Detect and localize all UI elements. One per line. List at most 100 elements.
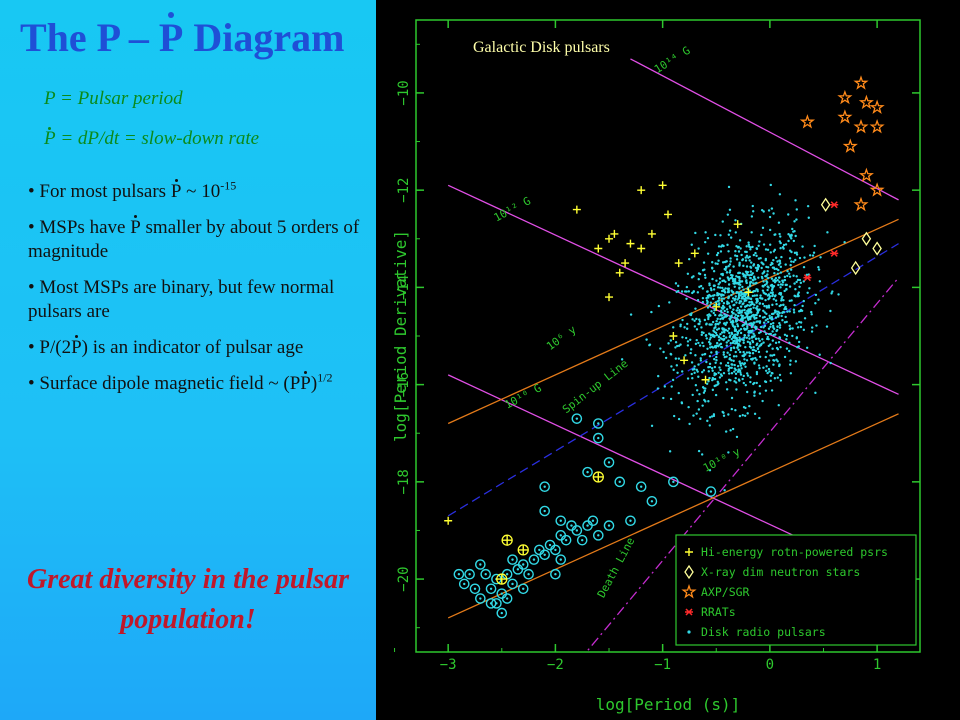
pdot-symbol: P	[170, 179, 182, 202]
radio-pulsar-point	[730, 300, 734, 303]
radio-pulsar-point	[793, 220, 796, 223]
diamond-marker	[850, 260, 861, 276]
radio-pulsar-point	[753, 394, 756, 397]
radio-pulsar-point	[742, 381, 746, 385]
radio-pulsar-point	[741, 319, 744, 322]
radio-pulsar-point	[763, 311, 766, 314]
radio-pulsar-point	[790, 237, 793, 240]
radio-pulsar-point	[729, 236, 733, 239]
radio-pulsar-point	[730, 337, 733, 341]
radio-pulsar-point	[744, 383, 747, 387]
radio-pulsar-point	[747, 241, 750, 244]
radio-pulsar-point	[729, 346, 733, 350]
bullet-item: For most pulsars P ~ 10-15	[28, 179, 368, 204]
radio-pulsar-point	[674, 341, 678, 344]
radio-pulsar-point	[764, 355, 767, 359]
radio-pulsar-point	[730, 359, 733, 362]
radio-pulsar-point	[767, 209, 771, 212]
radio-pulsar-point	[787, 272, 791, 275]
radio-pulsar-point	[748, 354, 751, 358]
radio-pulsar-point	[712, 270, 716, 273]
radio-pulsar-point	[774, 299, 778, 302]
radio-pulsar-point	[708, 424, 711, 427]
radio-pulsar-point	[677, 417, 681, 421]
radio-pulsar-point	[719, 332, 722, 336]
radio-pulsar-point	[738, 350, 742, 354]
radio-pulsar-point	[752, 282, 755, 285]
radio-pulsar-point	[768, 314, 771, 318]
radio-pulsar-point	[712, 329, 715, 332]
radio-pulsar-point	[719, 234, 722, 237]
y-axis-label: log[Period Derivative]	[391, 230, 410, 442]
radio-pulsar-point	[714, 233, 717, 237]
msp-point-center	[629, 519, 632, 522]
bullet-text: Surface dipole magnetic field ~ (P	[39, 373, 301, 394]
radio-pulsar-point	[687, 290, 691, 293]
radio-pulsar-point	[745, 359, 749, 362]
radio-pulsar-point	[726, 276, 729, 279]
radio-pulsar-point	[734, 408, 737, 412]
radio-pulsar-point	[704, 276, 707, 279]
radio-pulsar-point	[722, 353, 725, 356]
radio-pulsar-point	[754, 251, 757, 255]
radio-pulsar-point	[721, 220, 724, 223]
radio-pulsar-point	[795, 208, 798, 211]
radio-pulsar-point	[781, 295, 784, 299]
radio-pulsar-point	[752, 253, 756, 257]
radio-pulsar-point	[778, 262, 782, 265]
radio-pulsar-point	[714, 361, 717, 364]
radio-pulsar-point	[725, 388, 729, 391]
radio-pulsar-point	[731, 291, 735, 294]
radio-pulsar-point	[777, 314, 780, 317]
radio-pulsar-point	[747, 318, 750, 322]
radio-pulsar-point	[706, 347, 709, 350]
radio-pulsar-point	[794, 295, 797, 298]
radio-pulsar-point	[788, 257, 792, 260]
radio-pulsar-point	[757, 337, 760, 340]
radio-pulsar-point	[764, 319, 768, 322]
radio-pulsar-point	[669, 352, 672, 356]
msp-point	[475, 559, 486, 570]
pdot-symbol: P	[71, 335, 82, 358]
radio-pulsar-point	[733, 303, 736, 307]
radio-pulsar-point	[699, 417, 702, 421]
radio-pulsar-point	[725, 260, 728, 263]
radio-pulsar-point	[713, 384, 716, 388]
radio-pulsar-point	[771, 266, 775, 269]
radio-pulsar-point	[659, 347, 662, 350]
msp-point-center	[586, 470, 589, 474]
radio-pulsar-point	[752, 210, 755, 213]
radio-pulsar-point	[701, 341, 704, 345]
radio-pulsar-point	[753, 289, 757, 293]
radio-pulsar-point	[722, 334, 726, 338]
radio-pulsar-point	[819, 256, 822, 259]
radio-pulsar-point	[758, 321, 762, 325]
radio-pulsar-point	[716, 286, 720, 289]
radio-pulsar-point	[735, 254, 739, 258]
radio-pulsar-point	[745, 312, 749, 315]
radio-pulsar-point	[751, 204, 754, 208]
radio-pulsar-point	[746, 286, 750, 289]
radio-pulsar-point	[754, 337, 758, 341]
radio-pulsar-point	[789, 372, 793, 375]
radio-pulsar-point	[696, 291, 700, 294]
radio-pulsar-point	[798, 320, 801, 324]
radio-pulsar-point	[686, 340, 690, 343]
radio-pulsar-point	[814, 293, 818, 297]
radio-pulsar-point	[783, 306, 787, 310]
radio-pulsar-point	[734, 372, 738, 376]
msp-point-center	[597, 422, 600, 425]
radio-pulsar-point	[750, 231, 753, 234]
radio-pulsar-point	[716, 380, 719, 384]
radio-pulsar-point	[727, 250, 730, 253]
radio-pulsar-point	[720, 314, 724, 317]
plus-marker	[712, 302, 721, 311]
radio-pulsar-point	[708, 365, 712, 369]
radio-pulsar-point	[724, 315, 728, 318]
rrat-marker	[803, 274, 812, 282]
radio-pulsar-point	[765, 312, 768, 316]
msp-point	[646, 495, 658, 507]
radio-pulsar-point	[725, 308, 729, 311]
radio-pulsar-point	[786, 269, 789, 273]
radio-pulsar-point	[793, 282, 796, 285]
